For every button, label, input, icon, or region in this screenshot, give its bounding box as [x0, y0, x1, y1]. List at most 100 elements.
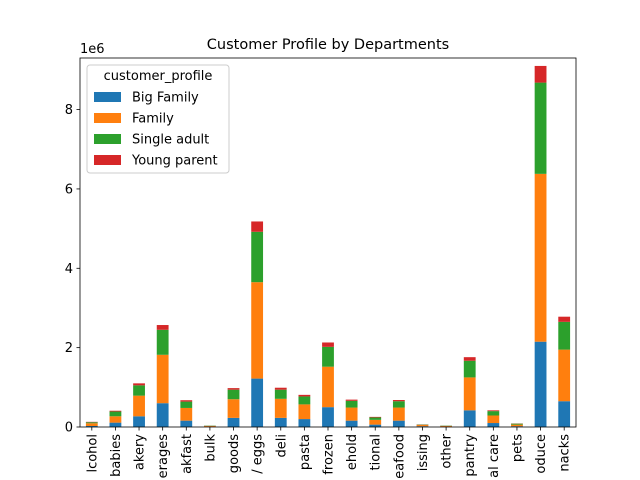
x-tick-label: goods: [227, 434, 242, 473]
legend-swatch-young-parent: [94, 155, 121, 165]
bar-snacks-big-family: [558, 401, 571, 427]
bar-missing-family: [416, 425, 429, 427]
bar-international-young-parent: [369, 416, 382, 418]
bar-international-big-family: [369, 424, 382, 427]
legend-label: Family: [132, 112, 174, 127]
x-tick-label: babies: [109, 434, 124, 477]
x-tick-label: other: [440, 433, 455, 468]
bar-snacks-family: [558, 349, 571, 402]
x-tick-label: ehold: [345, 434, 360, 470]
x-tick-label: issing: [416, 434, 431, 471]
bar-beverages-single-adult: [156, 329, 169, 355]
y-axis-offset-text: 1e6: [80, 42, 105, 57]
bar-personal-care-big-family: [487, 423, 500, 427]
bar-personal-care-family: [487, 415, 500, 424]
legend-box: [86, 64, 230, 174]
legend-title: customer_profile: [104, 69, 213, 84]
legend-swatch-single-adult: [94, 134, 121, 144]
bar-produce-single-adult: [534, 82, 547, 174]
bar-dairy-eggs-family: [251, 282, 264, 379]
x-tick-label: oduce: [534, 434, 549, 474]
bar-bulk-family: [204, 426, 216, 427]
bar-household-family: [345, 407, 358, 421]
bar-household-young-parent: [345, 399, 358, 401]
bar-dairy-eggs-young-parent: [251, 221, 264, 232]
bar-meat-seafood-young-parent: [392, 400, 405, 402]
bar-personal-care-single-adult: [487, 411, 500, 416]
legend: customer_profile Big Family Family Single …: [86, 64, 230, 174]
bar-dry-goods-pasta-family: [298, 404, 311, 420]
x-tick-label: deli: [274, 434, 289, 457]
bar-babies-young-parent: [109, 410, 122, 412]
y-tick-label: 0: [65, 421, 73, 436]
bar-pantry-big-family: [463, 410, 476, 427]
x-tick-label: frozen: [322, 434, 337, 475]
chart-title: Customer Profile by Departments: [207, 37, 449, 53]
legend-swatch-big-family: [94, 92, 121, 102]
x-tick-label: akfast: [180, 434, 195, 474]
bar-bakery-single-adult: [133, 385, 145, 396]
bar-dry-goods-pasta-big-family: [298, 419, 311, 427]
x-tick-label: nacks: [558, 434, 573, 472]
bar-dry-goods-pasta-single-adult: [298, 396, 311, 405]
bar-beverages-family: [156, 354, 169, 404]
legend-label: Single adult: [132, 133, 209, 148]
x-tick-label: bulk: [203, 434, 218, 462]
x-tick-label: lcohol: [85, 434, 100, 473]
bar-pantry-single-adult: [463, 360, 476, 378]
bar-breakfast-family: [180, 407, 193, 421]
x-axis: lcohol babies akery erages akfast bulk goods / …: [85, 427, 573, 479]
bar-household-single-adult: [345, 400, 358, 408]
y-tick-label: 8: [65, 103, 73, 118]
x-tick-label: akery: [133, 434, 148, 470]
bar-breakfast-single-adult: [180, 401, 193, 408]
bar-alcohol-big-family: [85, 426, 98, 427]
bar-breakfast-big-family: [180, 420, 193, 427]
bar-snacks-young-parent: [558, 316, 571, 322]
y-tick-label: 2: [65, 341, 73, 356]
bar-household-big-family: [345, 420, 358, 427]
bar-frozen-young-parent: [322, 342, 334, 347]
bar-babies-big-family: [109, 422, 122, 427]
x-tick-label: pasta: [298, 434, 313, 470]
bar-international-single-adult: [369, 417, 382, 420]
x-tick-label: eafood: [392, 434, 407, 479]
legend-label: Big Family: [132, 91, 199, 106]
bar-deli-big-family: [274, 417, 287, 427]
bar-dairy-eggs-single-adult: [251, 231, 264, 283]
bar-frozen-big-family: [322, 407, 334, 427]
bar-meat-seafood-family: [392, 407, 405, 421]
bar-bakery-big-family: [133, 416, 145, 427]
x-tick-label: erages: [156, 434, 171, 479]
bar-alcohol-single-adult: [85, 422, 98, 424]
bar-dairy-eggs-big-family: [251, 378, 264, 427]
bar-international-family: [369, 419, 382, 425]
bar-meat-seafood-big-family: [392, 420, 405, 427]
bar-pets-single-adult: [511, 423, 523, 425]
bar-snacks-single-adult: [558, 321, 571, 350]
bar-canned-goods-young-parent: [227, 388, 240, 390]
plot-frame: [79, 57, 577, 428]
bar-canned-goods-family: [227, 399, 240, 418]
bars-group: [85, 65, 571, 427]
bar-babies-family: [109, 416, 122, 423]
bar-alcohol-family: [85, 423, 98, 427]
x-tick-label: / eggs: [251, 434, 266, 474]
bar-meat-seafood-single-adult: [392, 401, 405, 408]
bar-pets-family: [511, 424, 523, 427]
bar-pantry-family: [463, 377, 476, 411]
x-tick-label: tional: [369, 434, 384, 470]
x-tick-label: pets: [510, 434, 525, 462]
bar-produce-big-family: [534, 341, 547, 427]
bar-produce-young-parent: [534, 65, 547, 83]
bar-canned-goods-big-family: [227, 417, 240, 427]
bar-other-family: [440, 426, 452, 427]
bar-frozen-single-adult: [322, 346, 334, 367]
bar-canned-goods-single-adult: [227, 389, 240, 400]
x-tick-label: al care: [487, 434, 502, 478]
y-tick-label: 4: [65, 262, 73, 277]
y-axis: 0 2 4 6 8: [65, 103, 80, 436]
bar-deli-family: [274, 398, 287, 418]
bar-frozen-family: [322, 366, 334, 408]
